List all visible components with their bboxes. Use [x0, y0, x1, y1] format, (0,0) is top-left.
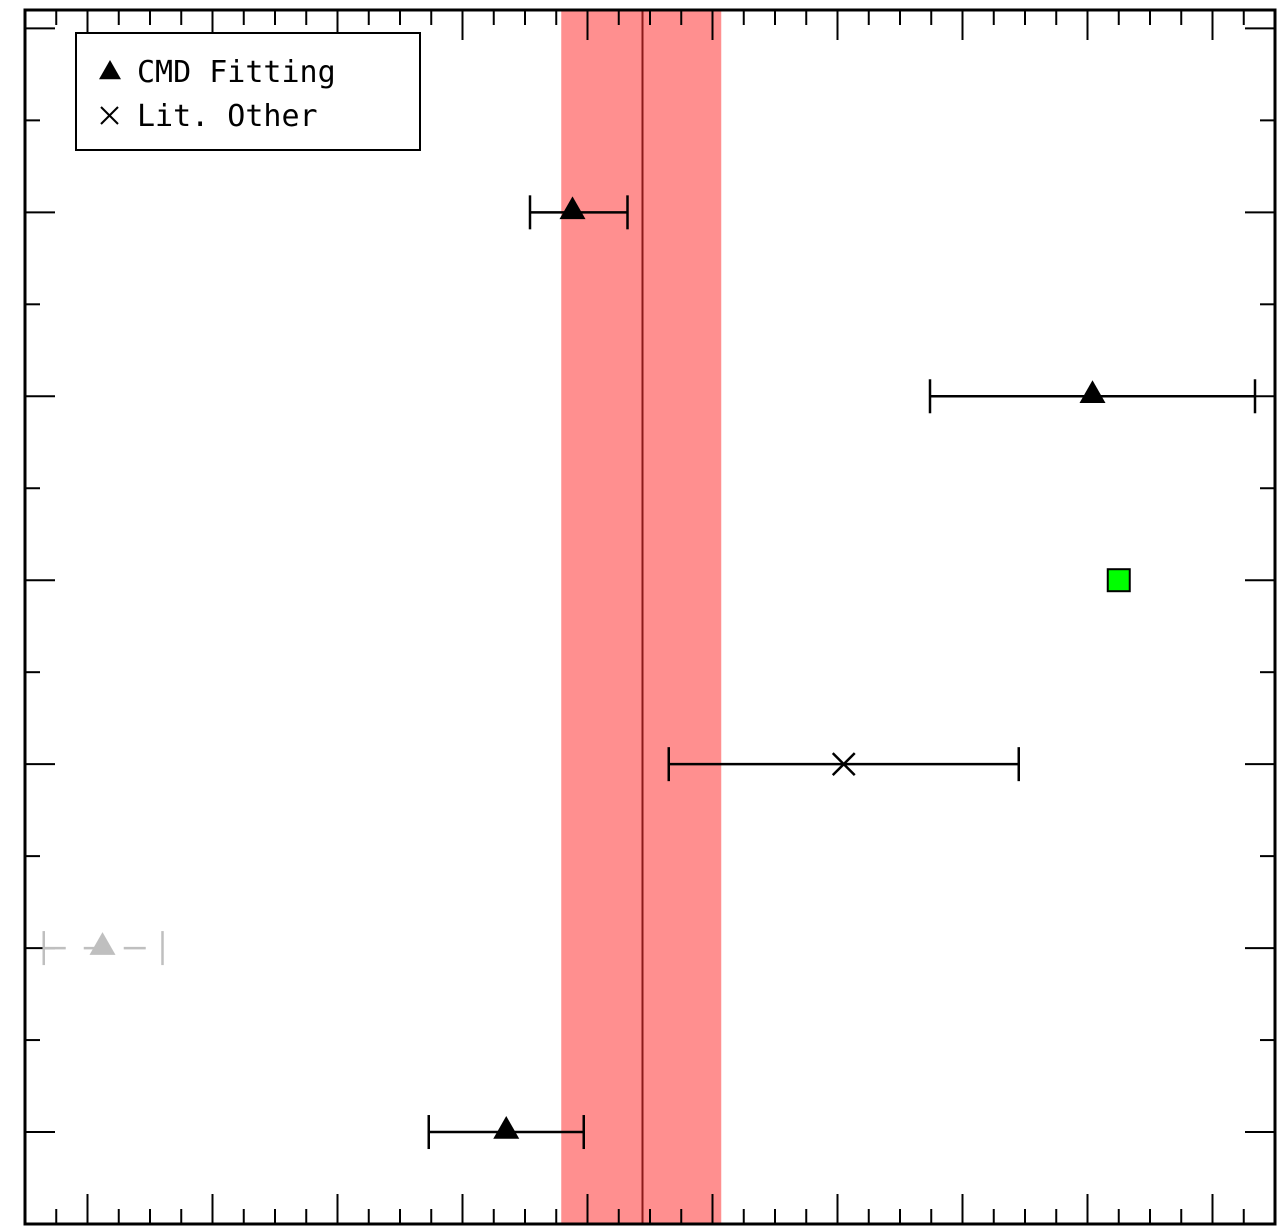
legend-cross-stroke-b — [100, 106, 119, 125]
data-point-triangle — [493, 1116, 520, 1139]
data-point-triangle — [89, 932, 116, 955]
data-point-triangle — [1079, 380, 1106, 404]
reference-band-layer — [561, 10, 722, 1224]
legend-marker-triangle — [99, 60, 121, 80]
legend-marker-cross — [100, 106, 119, 125]
data-point-square — [1106, 568, 1131, 593]
cross-stroke-b — [831, 752, 856, 777]
legend-label-lit-other: Lit. Other — [137, 99, 318, 134]
data-point-triangle — [559, 196, 586, 220]
data-point-cross — [831, 752, 856, 777]
plot-frame — [23, 8, 1277, 1226]
reference-band — [561, 10, 722, 1224]
legend: CMD Fitting Lit. Other — [75, 32, 421, 151]
legend-box — [75, 32, 421, 151]
data-marks — [42, 195, 1257, 1150]
legend-label-cmd-fitting: CMD Fitting — [137, 55, 336, 90]
